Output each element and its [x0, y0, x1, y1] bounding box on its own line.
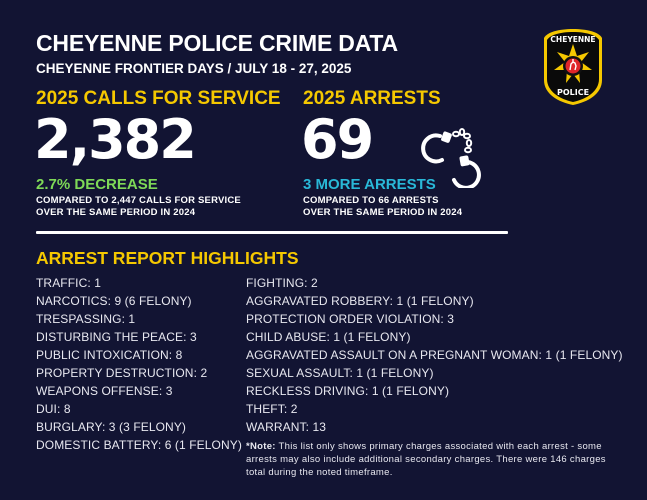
list-item: PUBLIC INTOXICATION: 8 [36, 348, 183, 362]
highlights-heading: ARREST REPORT HIGHLIGHTS [36, 248, 299, 268]
page-subtitle: CHEYENNE FRONTIER DAYS / JULY 18 - 27, 2… [36, 61, 352, 76]
highlights-list-left: TRAFFIC: 1 NARCOTICS: 9 (6 FELONY) TRESP… [36, 274, 242, 454]
list-item: SEXUAL ASSAULT: 1 (1 FELONY) [246, 366, 434, 380]
footnote: *Note: This list only shows primary char… [246, 440, 616, 479]
list-item: WEAPONS OFFENSE: 3 [36, 384, 173, 398]
highlights-list-right: FIGHTING: 2 AGGRAVATED ROBBERY: 1 (1 FEL… [246, 274, 623, 436]
list-item: DOMESTIC BATTERY: 6 (1 FELONY) [36, 438, 242, 452]
list-item: AGGRAVATED ASSAULT ON A PREGNANT WOMAN: … [246, 348, 623, 362]
arrests-compare: COMPARED TO 66 ARRESTS OVER THE SAME PER… [303, 195, 462, 219]
list-item: RECKLESS DRIVING: 1 (1 FELONY) [246, 384, 450, 398]
handcuffs-icon [421, 128, 481, 188]
calls-compare-line2: OVER THE SAME PERIOD IN 2024 [36, 207, 196, 218]
list-item: FIGHTING: 2 [246, 276, 318, 290]
list-item: TRESPASSING: 1 [36, 312, 136, 326]
svg-text:CHEYENNE: CHEYENNE [550, 35, 595, 44]
arrests-heading: 2025 ARRESTS [303, 88, 441, 109]
list-item: PROPERTY DESTRUCTION: 2 [36, 366, 208, 380]
list-item: CHILD ABUSE: 1 (1 FELONY) [246, 330, 411, 344]
arrests-compare-line1: COMPARED TO 66 ARRESTS [303, 195, 439, 206]
svg-text:POLICE: POLICE [557, 88, 589, 97]
list-item: THEFT: 2 [246, 402, 298, 416]
list-item: NARCOTICS: 9 (6 FELONY) [36, 294, 192, 308]
list-item: DUI: 8 [36, 402, 71, 416]
calls-compare-line1: COMPARED TO 2,447 CALLS FOR SERVICE [36, 195, 241, 206]
calls-change: 2.7% DECREASE [36, 176, 158, 193]
police-badge-icon: CHEYENNE POLICE [544, 29, 602, 105]
list-item: AGGRAVATED ROBBERY: 1 (1 FELONY) [246, 294, 474, 308]
list-item: TRAFFIC: 1 [36, 276, 102, 290]
calls-compare: COMPARED TO 2,447 CALLS FOR SERVICE OVER… [36, 195, 241, 219]
footnote-label: *Note: [246, 441, 276, 452]
arrests-value: 69 [301, 108, 374, 171]
page-title: CHEYENNE POLICE CRIME DATA [36, 30, 398, 56]
list-item: DISTURBING THE PEACE: 3 [36, 330, 197, 344]
list-item: PROTECTION ORDER VIOLATION: 3 [246, 312, 455, 326]
calls-heading: 2025 CALLS FOR SERVICE [36, 88, 281, 109]
list-item: BURGLARY: 3 (3 FELONY) [36, 420, 187, 434]
footnote-text: This list only shows primary charges ass… [246, 441, 606, 478]
arrests-change: 3 MORE ARRESTS [303, 176, 436, 193]
list-item: WARRANT: 13 [246, 420, 327, 434]
arrests-compare-line2: OVER THE SAME PERIOD IN 2024 [303, 207, 463, 218]
section-divider [36, 231, 508, 234]
calls-value: 2,382 [34, 108, 197, 171]
